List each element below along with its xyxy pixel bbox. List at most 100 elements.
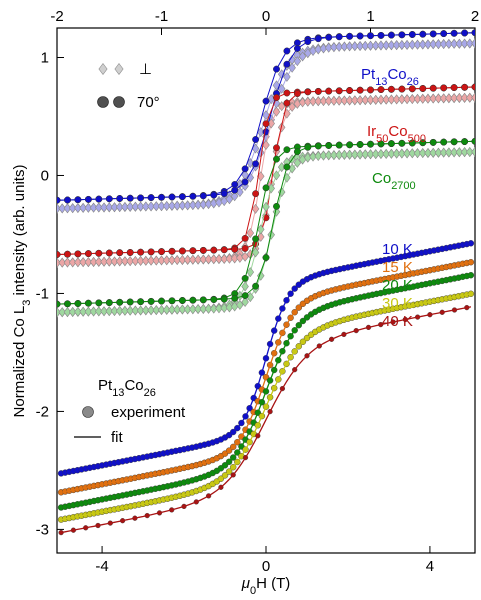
perp-marker — [115, 305, 124, 316]
perp-marker — [189, 254, 197, 265]
angle-marker — [231, 294, 239, 302]
perp-marker — [95, 306, 103, 317]
perp-marker — [267, 229, 275, 240]
temp-fit-0 — [60, 242, 472, 475]
angle-marker — [241, 245, 249, 252]
angle-marker — [408, 85, 416, 93]
temperature-label-1: 15 K — [382, 259, 413, 276]
perp-marker — [89, 306, 98, 317]
perp-marker — [110, 306, 119, 317]
perp-marker — [199, 254, 208, 265]
perp-marker — [136, 201, 145, 212]
perp-marker — [445, 147, 453, 158]
angle-marker — [95, 299, 103, 307]
perp-marker — [115, 202, 124, 213]
perp-marker — [340, 41, 349, 52]
perp-marker — [382, 148, 390, 159]
angle-marker — [387, 85, 395, 93]
perp-marker — [168, 304, 176, 315]
temperature-label-4: 40 K — [382, 313, 413, 330]
perp-marker — [236, 299, 244, 310]
perp-marker — [89, 202, 98, 213]
angle-marker — [440, 30, 448, 38]
perp-marker — [429, 39, 437, 50]
perp-marker — [121, 256, 129, 267]
perp-marker — [419, 39, 427, 50]
perp-marker — [439, 39, 448, 50]
perp-marker — [434, 39, 443, 50]
angle-marker — [273, 202, 280, 210]
perp-marker — [168, 200, 176, 211]
temperature-label-2: 20 K — [382, 277, 413, 294]
y-tick-label: -2 — [36, 403, 49, 420]
perp-marker — [377, 149, 385, 159]
perp-marker — [84, 202, 93, 213]
perp-marker — [471, 38, 475, 49]
perp-marker — [183, 254, 192, 265]
perp-marker — [162, 304, 171, 315]
angle-marker — [147, 297, 155, 305]
perp-marker — [215, 303, 223, 314]
perp-marker — [408, 94, 417, 105]
perp-marker — [366, 94, 375, 105]
perp-marker — [272, 170, 281, 181]
perp-marker — [157, 201, 166, 212]
perp-marker — [361, 40, 370, 51]
perp-marker — [293, 157, 302, 168]
angle-marker — [377, 140, 385, 148]
perp-marker — [319, 96, 328, 107]
perp-marker — [335, 149, 343, 160]
perp-marker — [356, 41, 364, 52]
angle-marker — [84, 299, 92, 307]
perp-marker — [199, 199, 208, 210]
angle-marker — [273, 155, 280, 163]
angle-marker — [387, 31, 395, 39]
perp-marker — [387, 148, 396, 159]
angle-marker — [210, 246, 218, 254]
angle-marker — [116, 249, 124, 257]
angle-marker — [471, 83, 475, 91]
perp-marker — [95, 202, 103, 213]
angle-marker — [231, 181, 239, 188]
angle-marker — [252, 136, 260, 143]
perp-marker — [189, 200, 197, 211]
angle-marker — [398, 85, 406, 93]
perp-marker — [147, 201, 155, 212]
perp-marker — [335, 95, 343, 106]
angle-marker — [461, 83, 469, 91]
perp-marker — [398, 148, 406, 159]
perp-marker — [230, 191, 239, 202]
angle-marker — [74, 250, 82, 258]
angle-marker — [189, 192, 197, 200]
angle-marker — [293, 45, 301, 52]
angle-marker — [178, 193, 186, 201]
perp-marker — [131, 305, 140, 316]
perp-marker — [324, 150, 333, 161]
perp-marker — [68, 306, 77, 317]
perp-marker — [110, 202, 119, 213]
perp-marker — [330, 95, 338, 106]
perp-marker — [356, 95, 364, 106]
angle-marker — [314, 87, 322, 95]
perp-marker — [351, 149, 359, 160]
perp-marker — [293, 56, 302, 67]
angle-marker — [57, 196, 61, 204]
perp-marker — [152, 305, 161, 316]
perp-marker — [314, 96, 322, 107]
perp-marker — [115, 256, 124, 267]
perp-marker — [392, 94, 401, 105]
perp-marker — [340, 149, 349, 160]
perp-marker — [450, 147, 458, 158]
perp-marker — [89, 256, 98, 267]
perp-marker — [225, 253, 234, 264]
perp-marker — [162, 255, 171, 266]
perp-marker — [178, 200, 187, 211]
perp-marker — [105, 256, 113, 267]
angle-marker — [199, 246, 207, 254]
perp-marker — [257, 224, 265, 235]
perp-marker — [210, 254, 218, 265]
perp-marker — [131, 201, 140, 212]
perp-marker — [126, 305, 134, 316]
angle-marker — [314, 142, 322, 150]
perp-marker — [335, 41, 343, 52]
